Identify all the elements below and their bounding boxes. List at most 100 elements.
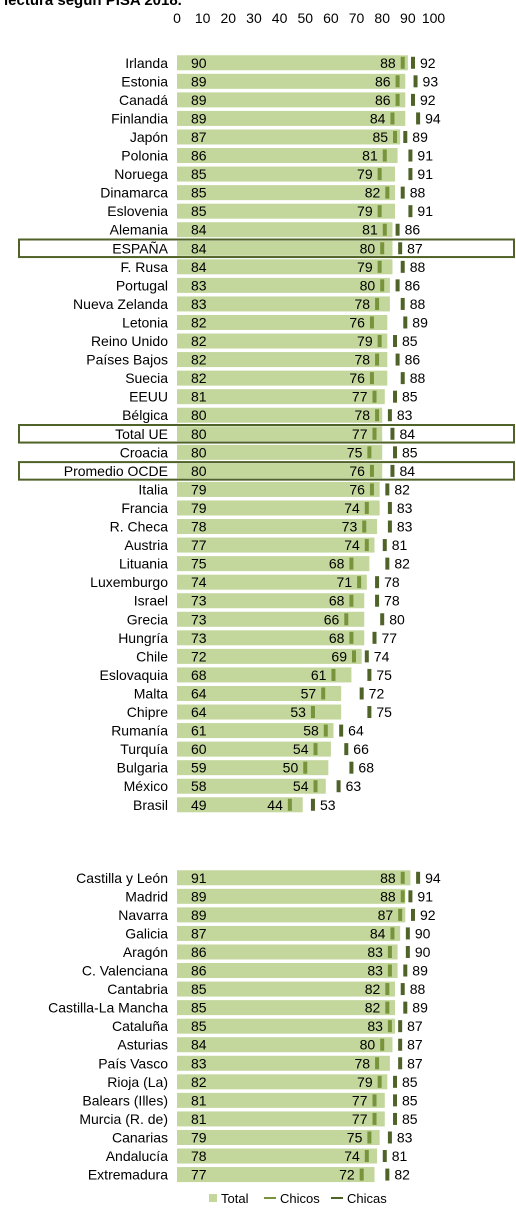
bar-total <box>177 667 352 683</box>
total-value-label: 74 <box>191 574 207 590</box>
chicos-value-label: 84 <box>370 110 386 126</box>
marker-chicos <box>310 706 315 719</box>
chicos-value-label: 79 <box>357 333 373 349</box>
chicos-value-label: 79 <box>357 1074 373 1090</box>
chicos-value-label: 88 <box>380 55 396 71</box>
category-label: Canarias <box>112 1129 168 1145</box>
total-value-label: 80 <box>191 444 207 460</box>
marker-chicas <box>375 594 380 607</box>
marker-chicos <box>375 1057 380 1070</box>
marker-chicos <box>387 945 392 958</box>
total-value-label: 80 <box>191 426 207 442</box>
chicas-value-label: 75 <box>376 704 392 720</box>
category-label: Israel <box>134 593 168 609</box>
marker-chicos <box>400 56 405 69</box>
total-value-label: 58 <box>191 778 207 794</box>
highlight-frame <box>18 238 515 259</box>
marker-chicos <box>349 557 354 570</box>
bar-total <box>177 1092 385 1108</box>
chicos-value-label: 77 <box>352 1111 368 1127</box>
highlight-frame <box>18 461 515 481</box>
bar-total <box>177 259 393 275</box>
chicas-value-label: 82 <box>394 481 410 497</box>
chicas-value-label: 88 <box>410 185 426 201</box>
chicos-value-label: 78 <box>354 1055 370 1071</box>
marker-chicas <box>349 761 354 774</box>
chicos-value-label: 82 <box>365 185 381 201</box>
chicas-value-label: 89 <box>412 963 428 979</box>
chicos-value-label: 86 <box>375 92 391 108</box>
chicos-value-label: 80 <box>360 240 376 256</box>
total-value-label: 84 <box>191 1037 207 1053</box>
marker-chicos <box>380 279 385 292</box>
category-label: Italia <box>138 481 168 497</box>
bar-total <box>177 463 383 479</box>
total-value-label: 78 <box>191 1148 207 1164</box>
chicas-value-label: 91 <box>417 148 433 164</box>
x-tick-label: 100 <box>422 10 446 26</box>
bar-total <box>177 389 385 405</box>
bar-total <box>177 944 398 960</box>
marker-chicos <box>331 668 336 681</box>
x-tick-label: 90 <box>400 10 416 26</box>
marker-chicas <box>382 539 387 552</box>
chicas-value-label: 80 <box>389 611 405 627</box>
legend-label-total: Total <box>221 1191 249 1206</box>
legend-swatch-chicos <box>264 1197 276 1199</box>
bar-total <box>177 778 326 794</box>
marker-chicas <box>398 242 403 255</box>
category-label: C. Valenciana <box>82 963 168 979</box>
total-value-label: 84 <box>191 222 207 238</box>
category-label: Rumanía <box>111 723 168 739</box>
marker-chicas <box>398 1020 403 1033</box>
total-value-label: 89 <box>191 110 207 126</box>
chart-title: lectura según PISA 2018. <box>4 0 182 9</box>
marker-chicas <box>395 223 400 236</box>
chicas-value-label: 78 <box>384 574 400 590</box>
category-label: Cantabria <box>107 981 168 997</box>
chicos-value-label: 76 <box>349 314 365 330</box>
marker-chicas <box>393 1094 398 1107</box>
chicos-value-label: 79 <box>357 203 373 219</box>
total-value-label: 89 <box>191 907 207 923</box>
chicas-value-label: 85 <box>402 333 418 349</box>
total-value-label: 60 <box>191 741 207 757</box>
total-value-label: 81 <box>191 1111 207 1127</box>
total-value-label: 73 <box>191 630 207 646</box>
total-value-label: 85 <box>191 166 207 182</box>
marker-chicos <box>385 186 390 199</box>
total-value-label: 81 <box>191 389 207 405</box>
chicos-value-label: 79 <box>357 259 373 275</box>
total-value-label: 87 <box>191 129 207 145</box>
category-label: Luxemburgo <box>90 574 168 590</box>
marker-chicos <box>369 483 374 496</box>
chicos-value-label: 81 <box>362 222 378 238</box>
marker-chicos <box>375 353 380 366</box>
marker-chicos <box>393 130 398 143</box>
chicas-value-label: 81 <box>392 1148 408 1164</box>
chicas-value-label: 75 <box>376 667 392 683</box>
chicas-value-label: 66 <box>353 741 369 757</box>
bar-total <box>177 240 393 256</box>
chicos-value-label: 77 <box>352 426 368 442</box>
bar-total <box>177 407 383 423</box>
total-value-label: 81 <box>191 1092 207 1108</box>
total-value-label: 90 <box>191 55 207 71</box>
chicas-value-label: 88 <box>410 259 426 275</box>
marker-chicas <box>387 520 392 533</box>
total-value-label: 80 <box>191 407 207 423</box>
chicas-value-label: 74 <box>374 648 390 664</box>
bar-total <box>177 73 406 89</box>
chicos-value-label: 84 <box>370 925 386 941</box>
chicas-value-label: 85 <box>402 389 418 405</box>
marker-chicos <box>382 149 387 162</box>
legend-label-chicos: Chicos <box>280 1191 320 1206</box>
category-label: Brasil <box>133 797 168 813</box>
category-label: Aragón <box>123 944 168 960</box>
bar-total <box>177 296 390 312</box>
marker-chicas <box>336 780 341 793</box>
bar-total <box>177 1000 396 1016</box>
total-value-label: 79 <box>191 500 207 516</box>
marker-chicas <box>400 983 405 996</box>
chicas-value-label: 92 <box>420 907 436 923</box>
